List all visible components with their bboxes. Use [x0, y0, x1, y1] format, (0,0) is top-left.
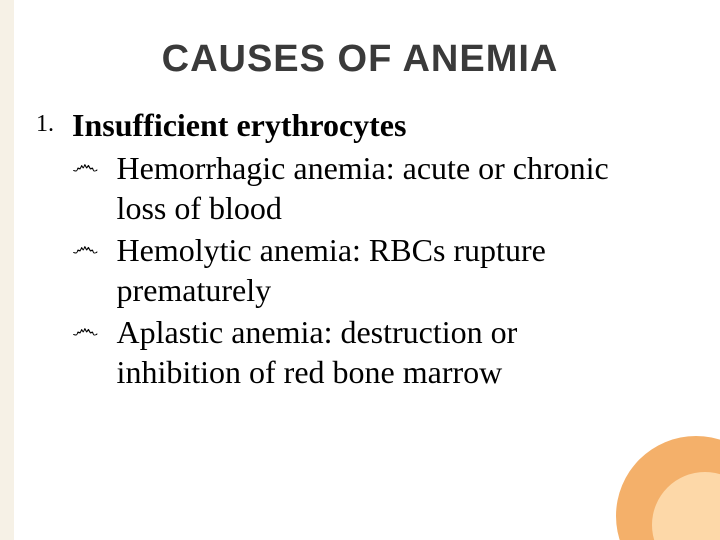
list-item-text: Hemorrhagic anemia: acute or chronic los…: [117, 148, 632, 228]
list-item-text: Aplastic anemia: destruction or inhibiti…: [117, 312, 632, 392]
bullet-icon: ෴: [72, 230, 99, 265]
bullet-icon: ෴: [72, 148, 99, 183]
list-heading: Insufficient erythrocytes: [72, 107, 632, 144]
list-body: Insufficient erythrocytes ෴ Hemorrhagic …: [72, 107, 632, 394]
slide-title: CAUSES OF ANEMIA: [76, 38, 644, 81]
slide: CAUSES OF ANEMIA 1. Insufficient erythro…: [0, 0, 720, 540]
sublist: ෴ Hemorrhagic anemia: acute or chronic l…: [72, 148, 632, 392]
list-item-text: Hemolytic anemia: RBCs rupture premature…: [117, 230, 632, 310]
list-number: 1.: [36, 111, 54, 138]
list-item: ෴ Aplastic anemia: destruction or inhibi…: [72, 312, 632, 392]
bullet-icon: ෴: [72, 312, 99, 347]
list-item: ෴ Hemolytic anemia: RBCs rupture prematu…: [72, 230, 632, 310]
left-accent-bar: [0, 0, 14, 540]
numbered-list: 1. Insufficient erythrocytes ෴ Hemorrhag…: [36, 107, 684, 394]
list-item: ෴ Hemorrhagic anemia: acute or chronic l…: [72, 148, 632, 228]
